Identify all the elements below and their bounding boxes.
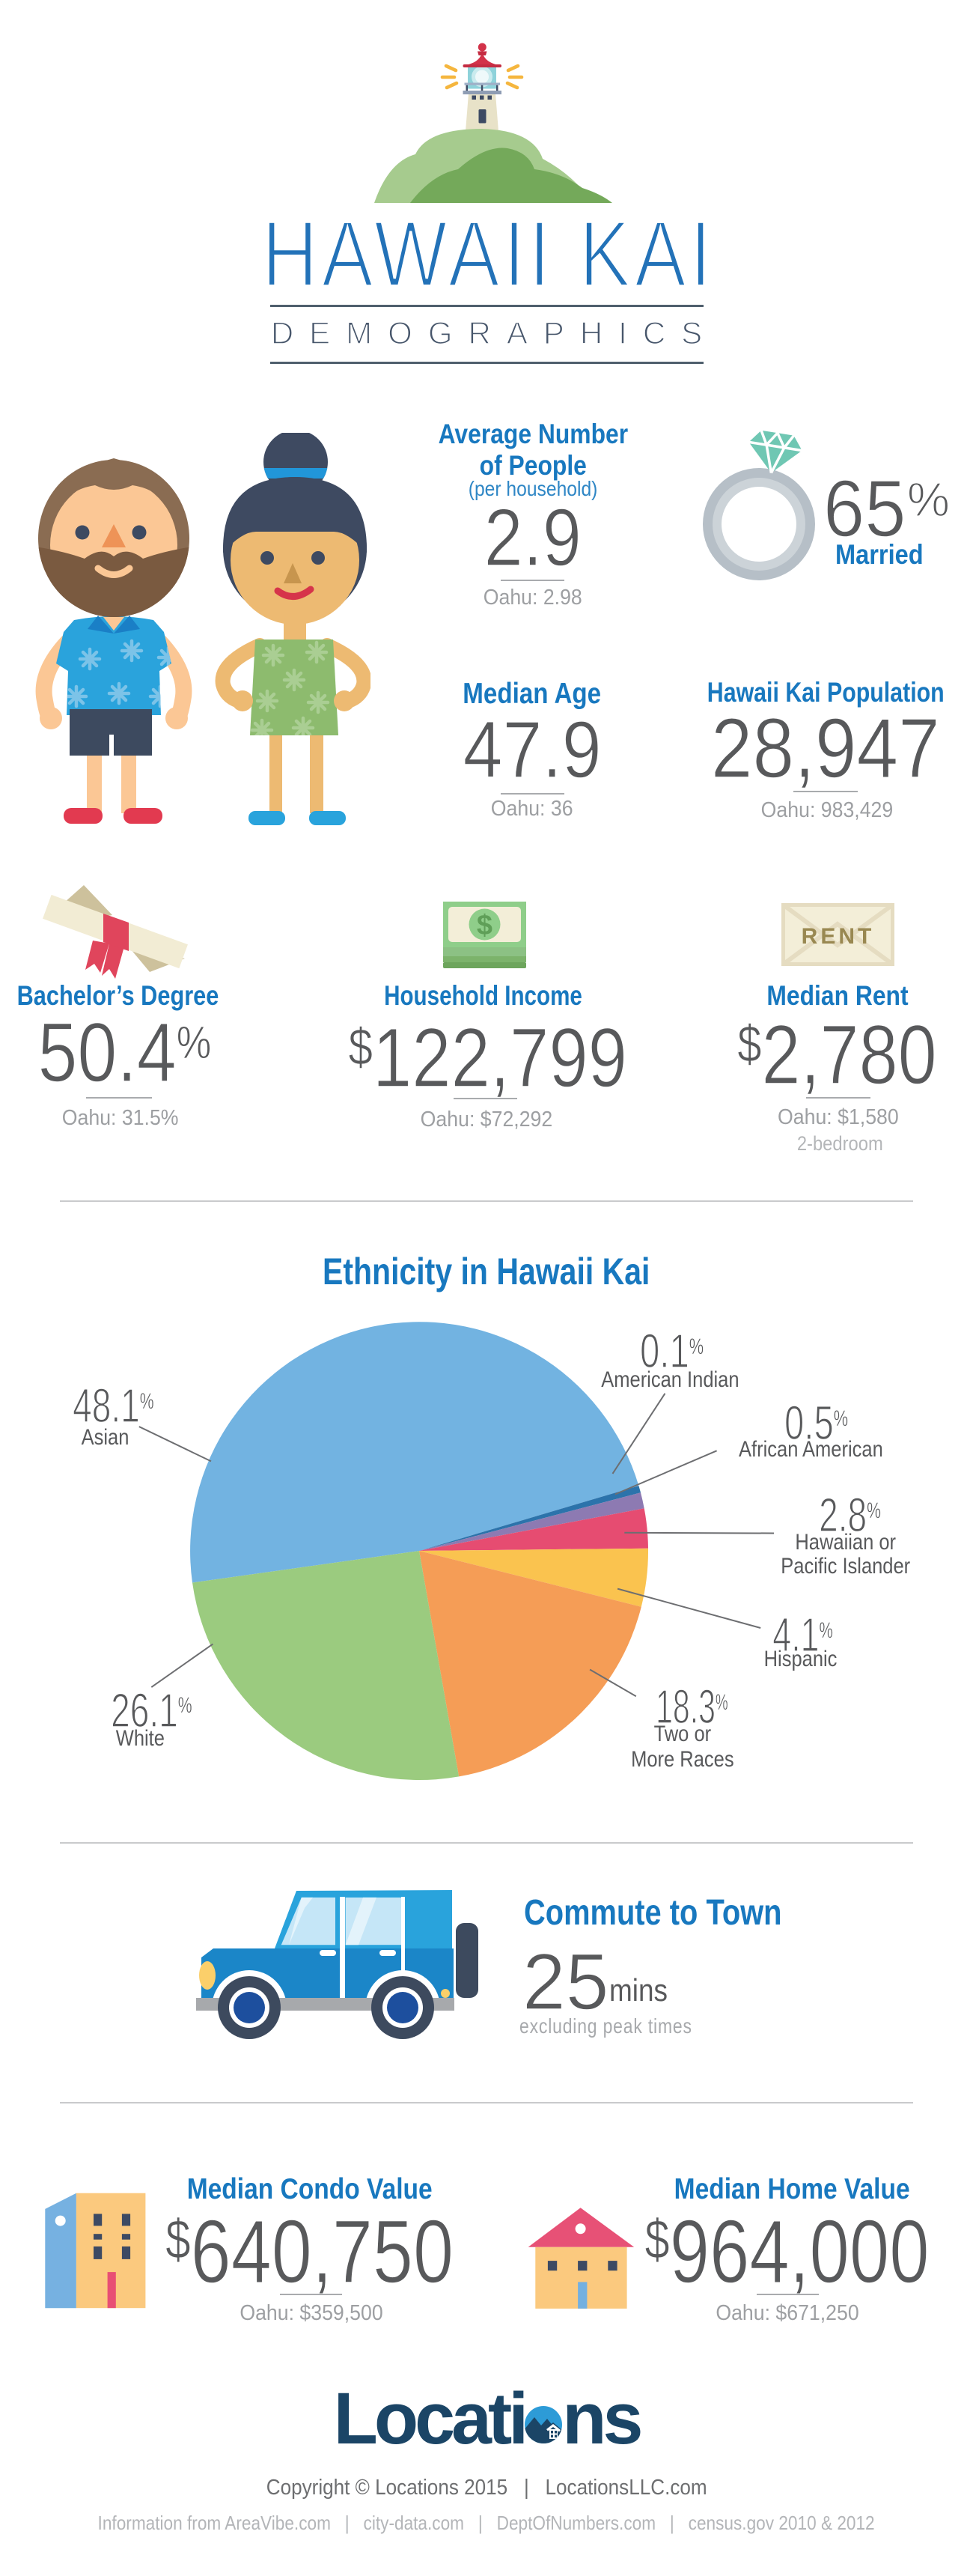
svg-text:RENT: RENT [802,924,875,949]
svg-text:$: $ [477,910,492,941]
